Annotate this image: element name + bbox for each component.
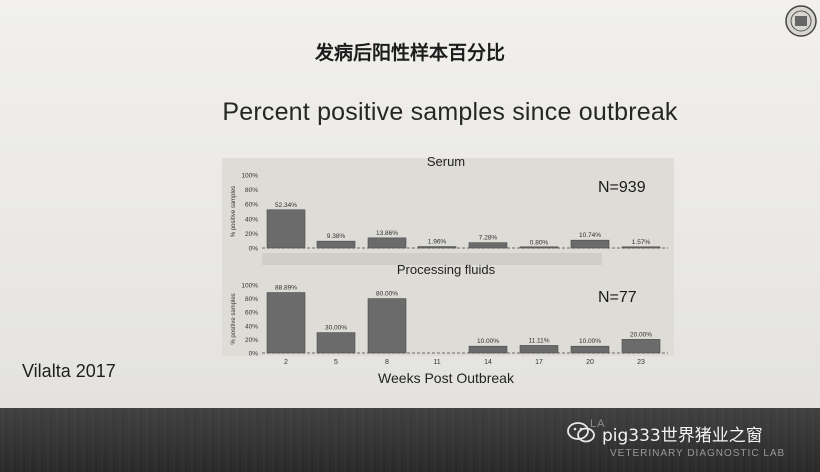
footer-bar: LA [0, 408, 820, 472]
bar-0-1 [316, 240, 356, 249]
y-tick-label-1-4: 80% [245, 296, 258, 303]
y-tick-label-0-3: 60% [245, 202, 258, 209]
sample-size-0: N=939 [598, 179, 646, 196]
bar-1-1 [316, 332, 356, 354]
y-tick-label-1-5: 100% [241, 283, 258, 290]
bar-0-0 [266, 209, 306, 249]
data-label-0-4: 7.28% [479, 235, 498, 242]
english-title: Percent positive samples since outbreak [222, 98, 678, 126]
bar-1-2 [367, 298, 407, 354]
watermark: pig333世界猪业之窗 [566, 420, 763, 446]
wechat-icon [567, 422, 595, 443]
chinese-title: 发病后阳性样本百分比 [314, 42, 505, 64]
data-label-0-3: 1.96% [428, 239, 447, 246]
data-label-0-6: 10.74% [579, 232, 601, 239]
bar-0-3 [417, 246, 457, 249]
x-tick-label-4: 14 [484, 359, 492, 366]
data-label-0-5: 0.80% [530, 239, 549, 246]
panel-divider-band [262, 253, 602, 265]
y-axis-label-1: % positive samples [231, 293, 237, 344]
panel-title-0: Serum [427, 154, 465, 169]
data-label-0-2: 13.86% [376, 230, 398, 237]
seal-icon [784, 4, 818, 38]
data-label-1-5: 11.11% [528, 337, 549, 344]
x-tick-label-6: 20 [586, 359, 594, 366]
y-tick-label-0-2: 40% [245, 216, 258, 223]
y-axis-label-0: % positive samples [231, 186, 237, 237]
sample-size-1: N=77 [598, 289, 637, 306]
data-label-0-7: 1.57% [632, 239, 651, 246]
bar-1-6 [570, 345, 610, 354]
footer-institution: LA [590, 418, 606, 430]
footer-lab-name: VETERINARY DIAGNOSTIC LAB [610, 448, 786, 459]
panel-title-1: Processing fluids [397, 262, 496, 277]
y-tick-label-0-5: 100% [241, 173, 258, 180]
y-tick-label-0-4: 80% [245, 187, 258, 194]
data-label-0-1: 9.38% [327, 233, 346, 240]
data-label-1-7: 20.00% [630, 331, 652, 338]
y-tick-label-0-0: 0% [249, 246, 259, 253]
x-tick-label-5: 17 [535, 359, 543, 366]
data-label-1-4: 10.00% [477, 338, 499, 345]
x-tick-label-0: 2 [284, 359, 288, 366]
y-tick-label-1-3: 60% [245, 310, 258, 317]
bar-0-4 [468, 242, 508, 249]
footer-shade [0, 408, 820, 472]
bar-0-2 [367, 237, 407, 249]
bar-1-0 [266, 292, 306, 354]
data-label-1-6: 10.00% [579, 338, 601, 345]
y-tick-label-1-0: 0% [249, 351, 259, 358]
data-label-1-2: 80.00% [376, 291, 398, 298]
y-tick-label-1-1: 20% [245, 337, 258, 344]
y-tick-label-1-2: 40% [245, 323, 258, 330]
bar-1-5 [519, 345, 559, 354]
bar-1-7 [621, 339, 661, 354]
y-tick-label-0-1: 20% [245, 231, 258, 238]
bar-0-7 [621, 246, 661, 249]
x-tick-label-2: 8 [385, 359, 389, 366]
bar-0-5 [519, 246, 559, 249]
x-tick-label-3: 11 [433, 359, 440, 366]
data-label-1-0: 88.89% [275, 285, 297, 292]
x-tick-label-7: 23 [637, 359, 645, 366]
x-axis-label: Weeks Post Outbreak [378, 370, 515, 386]
x-tick-label-1: 5 [334, 359, 338, 366]
watermark-text: pig333世界猪业之窗 [602, 425, 763, 446]
data-label-0-0: 52.34% [275, 202, 297, 209]
bar-0-6 [570, 239, 610, 249]
data-label-1-1: 30.00% [325, 325, 347, 332]
citation: Vilalta 2017 [22, 361, 116, 381]
bar-1-4 [468, 345, 508, 354]
